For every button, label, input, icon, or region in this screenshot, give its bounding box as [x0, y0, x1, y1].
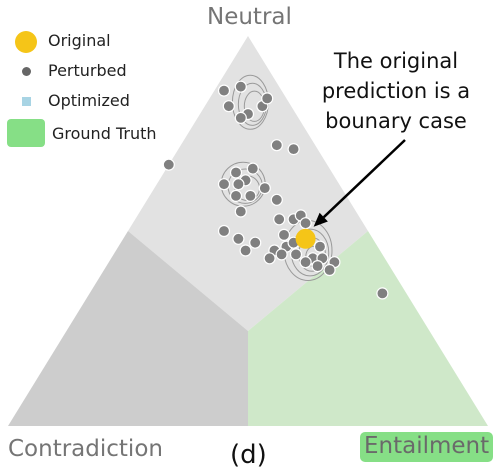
- perturbed-point: [270, 193, 283, 206]
- perturbed-point: [232, 232, 245, 245]
- contradiction-region: [8, 231, 248, 426]
- annotation-line: The original: [333, 49, 459, 73]
- perturbed-point: [217, 224, 231, 238]
- annotation-line: prediction is a: [321, 79, 471, 103]
- annotation-text: The original prediction is a bounary cas…: [305, 46, 487, 136]
- legend-label: Original: [48, 31, 111, 50]
- perturbed-point: [299, 217, 312, 230]
- arrow-shaft: [322, 139, 406, 219]
- perturbed-point: [246, 162, 259, 175]
- perturbed-point: [162, 158, 175, 171]
- legend-label: Ground Truth: [52, 124, 157, 143]
- perturbed-point: [222, 100, 235, 113]
- vertex-label-contradiction: Contradiction: [8, 436, 163, 462]
- perturbed-point: [249, 236, 262, 249]
- legend-label: Optimized: [48, 91, 130, 110]
- legend-marker-optimized: [22, 97, 31, 106]
- legend-marker-ground-truth: [7, 119, 45, 147]
- legend-marker-perturbed: [22, 67, 31, 76]
- perturbed-point: [323, 263, 336, 277]
- perturbed-point: [239, 244, 252, 257]
- perturbed-point: [232, 178, 245, 191]
- perturbed-point: [311, 260, 324, 273]
- perturbed-point: [270, 139, 283, 152]
- perturbed-point: [258, 182, 271, 195]
- perturbed-point: [261, 92, 274, 105]
- legend-label: Perturbed: [48, 61, 127, 80]
- original-point: [295, 228, 316, 249]
- arrow-head: [313, 212, 328, 227]
- perturbed-point: [217, 178, 231, 191]
- perturbed-point: [299, 256, 312, 269]
- perturbed-point: [277, 228, 291, 241]
- panel-label: (d): [230, 440, 267, 470]
- perturbed-point: [229, 166, 243, 179]
- perturbed-points: [162, 80, 389, 300]
- perturbed-point: [229, 189, 243, 202]
- vertex-label-neutral: Neutral: [207, 4, 292, 30]
- perturbed-point: [275, 248, 288, 261]
- perturbed-point: [217, 84, 231, 97]
- perturbed-point: [273, 213, 286, 226]
- perturbed-point: [289, 248, 303, 261]
- annotation-arrow: [313, 139, 406, 227]
- perturbed-point: [234, 80, 247, 93]
- perturbed-point: [376, 287, 389, 300]
- perturbed-point: [234, 111, 247, 125]
- vertex-label-entailment: Entailment: [360, 432, 494, 462]
- perturbed-point: [313, 240, 327, 253]
- perturbed-point: [244, 189, 257, 202]
- perturbed-point: [263, 252, 276, 265]
- annotation-line: bounary case: [325, 109, 467, 133]
- perturbed-point: [234, 205, 247, 218]
- legend-marker-original: [15, 31, 37, 53]
- perturbed-point: [287, 143, 300, 156]
- entailment-region: [248, 231, 488, 426]
